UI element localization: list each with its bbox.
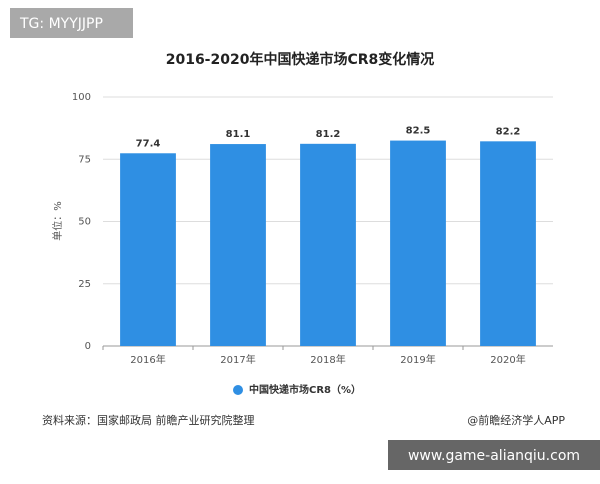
y-axis-label: 单位：% (51, 201, 64, 241)
x-tick-label: 2017年 (220, 353, 255, 366)
watermark: www.game-alianqiu.com (408, 448, 580, 464)
bar (480, 141, 536, 346)
bar (300, 143, 356, 346)
value-label: 77.4 (136, 138, 161, 149)
tag: TG: MYYJJPP (19, 16, 103, 32)
y-tick-label: 50 (78, 217, 91, 228)
x-tick-label: 2019年 (400, 353, 435, 366)
y-tick-label: 0 (85, 341, 91, 352)
bar (390, 140, 446, 346)
x-tick-label: 2018年 (310, 353, 345, 366)
value-label: 81.2 (316, 129, 341, 140)
x-tick-label: 2016年 (130, 353, 165, 366)
value-label: 82.5 (406, 126, 431, 137)
legend-marker (233, 385, 243, 395)
bar (210, 144, 266, 346)
chart-title: 2016-2020年中国快递市场CR8变化情况 (166, 51, 435, 68)
bar (120, 153, 176, 346)
value-label: 81.1 (226, 129, 251, 140)
value-label: 82.2 (496, 126, 521, 137)
tag-box (10, 8, 133, 38)
y-tick-label: 100 (72, 92, 91, 103)
y-tick-label: 25 (78, 279, 91, 290)
source: 资料来源：国家邮政局 前瞻产业研究院整理 (42, 413, 255, 427)
legend-label: 中国快递市场CR8（%） (249, 383, 361, 396)
credit: @前瞻经济学人APP (467, 413, 565, 427)
x-tick-label: 2020年 (490, 353, 525, 366)
watermark-box (388, 440, 600, 470)
y-tick-label: 75 (78, 154, 91, 165)
